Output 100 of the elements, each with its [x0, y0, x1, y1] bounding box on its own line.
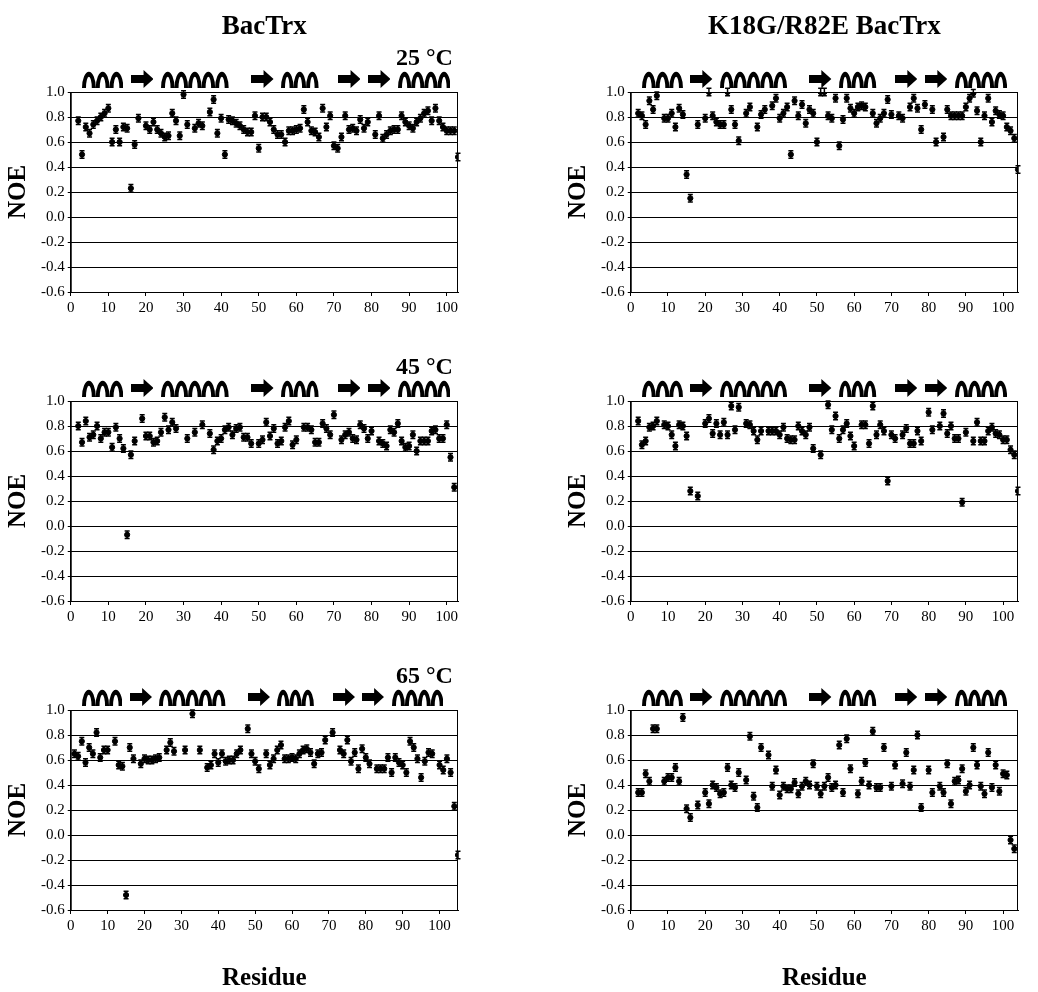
x-tick-label: 50 [251, 607, 267, 624]
x-tick-label: 70 [321, 916, 337, 933]
x-tick-label: 90 [401, 298, 417, 315]
y-tick-label: 0.0 [606, 825, 625, 842]
y-tick-label: -0.4 [41, 875, 66, 892]
x-tick-label: 20 [697, 298, 713, 315]
y-tick-label: 0.2 [46, 800, 65, 817]
x-axis-title: Residue [221, 963, 308, 991]
x-tick-label: 0 [67, 607, 75, 624]
x-tick-label: 60 [846, 916, 862, 933]
x-tick-label: 10 [100, 916, 116, 933]
x-tick-label: 20 [137, 916, 153, 933]
x-tick-label: 60 [284, 916, 300, 933]
x-tick-label: 10 [100, 298, 116, 315]
x-tick-label: 70 [883, 916, 899, 933]
y-tick-label: 1.0 [46, 391, 65, 408]
x-tick-label: 90 [395, 916, 411, 933]
chart-subtitle: 45 °C [396, 353, 453, 380]
y-tick-label: -0.6 [41, 900, 66, 917]
x-axis-title: Residue [781, 963, 868, 991]
y-tick-label: -0.4 [41, 257, 66, 274]
y-tick-label: -0.2 [601, 850, 625, 867]
x-tick-label: 80 [364, 607, 380, 624]
y-tick-label: 0.2 [606, 491, 625, 508]
y-tick-label: 0.0 [46, 825, 65, 842]
y-axis-title: NOE [563, 782, 591, 838]
y-tick-label: -0.6 [601, 900, 626, 917]
y-tick-label: 0.6 [46, 132, 66, 149]
y-tick-label: -0.2 [601, 541, 625, 558]
x-tick-label: 0 [627, 298, 635, 315]
y-tick-label: 0.8 [46, 725, 65, 742]
x-tick-label: 40 [772, 298, 788, 315]
x-tick-label: 40 [210, 916, 226, 933]
y-axis-title: NOE [3, 164, 31, 220]
x-tick-label: 90 [958, 298, 974, 315]
x-tick-label: 20 [697, 607, 713, 624]
x-tick-label: 100 [428, 916, 451, 933]
chart-title: BacTrx [220, 10, 308, 41]
y-tick-label: 0.8 [606, 416, 625, 433]
x-tick-label: 70 [326, 298, 342, 315]
chart-subtitle: 65 °C [396, 662, 453, 689]
x-tick-label: 20 [138, 607, 154, 624]
y-tick-label: 0.0 [606, 207, 625, 224]
x-tick-label: 80 [921, 607, 937, 624]
x-tick-label: 40 [213, 607, 229, 624]
y-tick-label: -0.6 [601, 591, 626, 608]
y-tick-label: 0.6 [606, 441, 626, 458]
y-tick-label: -0.4 [601, 257, 626, 274]
y-tick-label: 0.6 [606, 750, 626, 767]
y-tick-label: 0.0 [606, 516, 625, 533]
x-tick-label: 20 [697, 916, 713, 933]
x-tick-label: 70 [883, 298, 899, 315]
y-tick-label: -0.2 [41, 232, 65, 249]
x-tick-label: 10 [660, 298, 676, 315]
x-tick-label: 60 [288, 607, 304, 624]
y-tick-label: 0.0 [46, 516, 65, 533]
y-tick-label: 1.0 [606, 391, 625, 408]
y-tick-label: -0.4 [601, 875, 626, 892]
x-tick-label: 10 [660, 607, 676, 624]
y-tick-label: 0.6 [606, 132, 626, 149]
y-tick-label: -0.4 [41, 566, 66, 583]
x-tick-label: 70 [883, 607, 899, 624]
y-tick-label: 1.0 [606, 82, 625, 99]
y-axis-title: NOE [3, 782, 31, 838]
x-tick-label: 40 [772, 607, 788, 624]
y-tick-label: 0.8 [46, 107, 65, 124]
y-tick-label: 0.8 [46, 416, 65, 433]
y-tick-label: -0.4 [601, 566, 626, 583]
x-tick-label: 80 [921, 916, 937, 933]
x-tick-label: 30 [734, 607, 750, 624]
x-tick-label: 90 [958, 607, 974, 624]
x-tick-label: 60 [288, 298, 304, 315]
x-tick-label: 30 [176, 607, 192, 624]
x-tick-label: 50 [247, 916, 263, 933]
x-tick-label: 30 [734, 298, 750, 315]
x-tick-label: 100 [991, 607, 1015, 624]
x-tick-label: 60 [846, 298, 862, 315]
y-tick-label: 0.2 [46, 491, 65, 508]
x-tick-label: 60 [846, 607, 862, 624]
y-tick-label: 0.0 [46, 207, 65, 224]
y-tick-label: 0.2 [606, 182, 625, 199]
y-tick-label: -0.2 [601, 232, 625, 249]
x-tick-label: 0 [67, 916, 75, 933]
x-tick-label: 40 [213, 298, 229, 315]
y-axis-title: NOE [563, 164, 591, 220]
y-tick-label: 0.4 [46, 466, 66, 483]
x-tick-label: 80 [358, 916, 374, 933]
y-tick-label: 0.4 [606, 466, 626, 483]
x-tick-label: 0 [627, 916, 635, 933]
x-tick-label: 80 [364, 298, 380, 315]
x-tick-label: 50 [809, 298, 825, 315]
x-tick-label: 50 [251, 298, 267, 315]
x-tick-label: 0 [67, 298, 75, 315]
y-tick-label: 0.6 [46, 441, 66, 458]
x-tick-label: 0 [627, 607, 635, 624]
y-tick-label: 1.0 [46, 82, 65, 99]
y-tick-label: 1.0 [606, 700, 625, 717]
x-tick-label: 100 [991, 298, 1015, 315]
x-tick-label: 30 [173, 916, 189, 933]
chart-title: K18G/R82E BacTrx [707, 10, 942, 41]
